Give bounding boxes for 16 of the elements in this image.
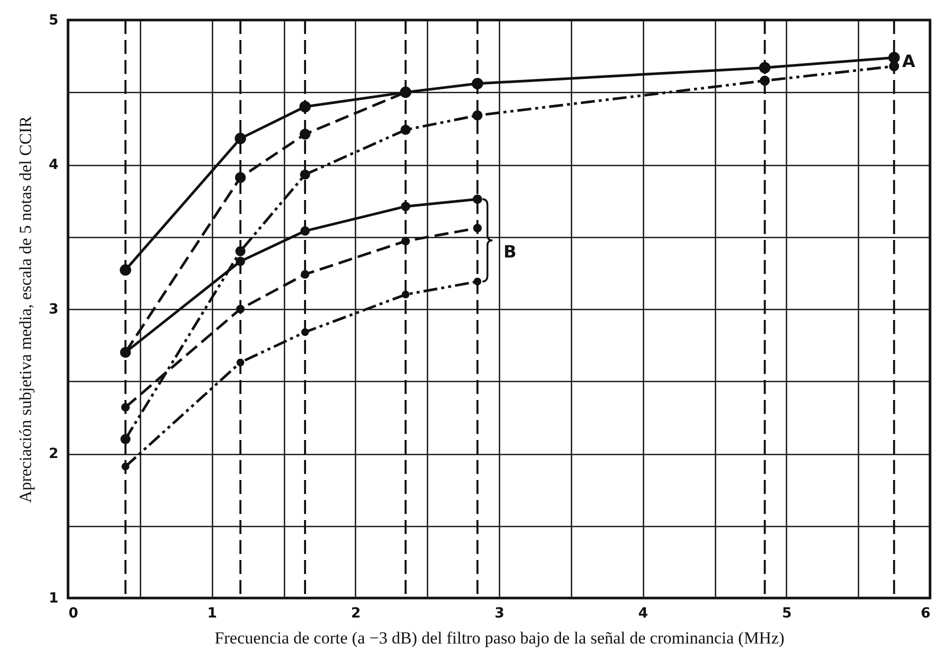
x-tick-label: 6 (920, 606, 930, 622)
x-tick-label: 3 (494, 606, 504, 622)
y-tick-label: 1 (48, 590, 58, 606)
x-tick-label: 0 (68, 606, 78, 622)
x-tick-label: 2 (350, 606, 361, 622)
annotation: A (902, 52, 916, 72)
y-axis-title: Apreciación subjetiva media, escala de 5 notas del CCIR (16, 116, 35, 503)
y-tick-label: 5 (48, 12, 58, 28)
x-tick-label: 5 (782, 606, 792, 622)
y-tick-label: 4 (48, 157, 59, 173)
x-tick-label: 1 (207, 606, 218, 622)
x-tick-label: 4 (638, 606, 648, 622)
y-tick-label: 2 (48, 446, 58, 462)
y-tick-label: 3 (48, 302, 58, 318)
annotation: B (503, 242, 516, 263)
x-axis-title: Frecuencia de corte (a −3 dB) del filtro paso bajo de la señal de crominancia (MHz) (214, 628, 784, 648)
